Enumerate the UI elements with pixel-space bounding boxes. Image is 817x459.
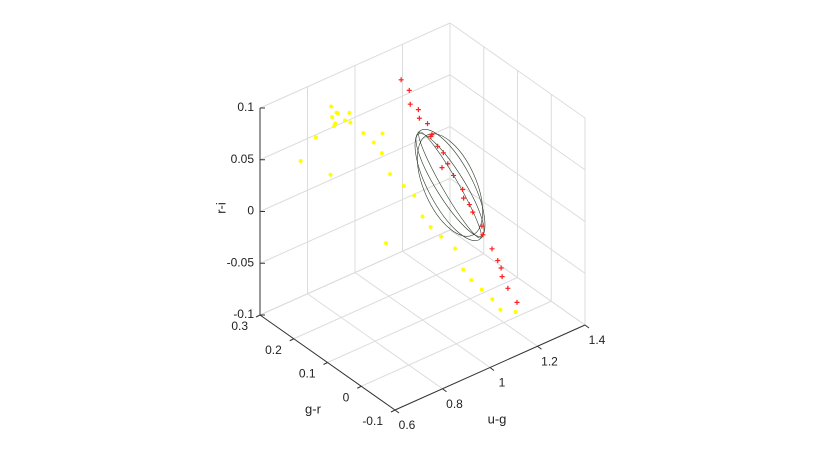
point [415, 107, 421, 113]
point [407, 101, 413, 107]
y-tick-label: 0.1 [299, 367, 316, 381]
x-tick [489, 367, 495, 371]
point [479, 287, 484, 292]
point [313, 135, 318, 140]
grid-line [293, 253, 484, 340]
grid-line [259, 22, 451, 109]
point [439, 234, 444, 239]
point [425, 121, 430, 127]
grid-line [361, 300, 552, 387]
point [495, 257, 501, 263]
z-tick-label: -0.05 [227, 255, 255, 269]
x-tick [442, 388, 447, 393]
point [498, 265, 504, 271]
point [347, 110, 352, 115]
x-tick-label: 1.4 [589, 333, 606, 347]
z-tick-label: 0 [247, 204, 254, 218]
point [398, 77, 404, 83]
point [439, 165, 445, 171]
point [469, 278, 474, 283]
point [490, 297, 495, 302]
z-tick-label: -0.1 [233, 307, 254, 321]
point [298, 159, 303, 163]
point [513, 310, 518, 315]
grid-line [259, 229, 451, 316]
grid-line [449, 22, 586, 119]
z-tick-label: 0.1 [237, 100, 254, 114]
grid [259, 22, 586, 411]
y-tick-label: 0.3 [231, 319, 248, 333]
grid-line [449, 126, 586, 222]
x-tick [394, 409, 400, 414]
point [361, 131, 366, 136]
point [460, 186, 466, 192]
y-tick-label: 0 [343, 390, 350, 404]
point [514, 299, 520, 305]
z-tick-label: 0.05 [231, 152, 255, 166]
point [371, 140, 376, 145]
x-tick-label: 1 [499, 376, 506, 390]
point [412, 193, 417, 198]
point [440, 150, 446, 156]
point [328, 172, 333, 177]
grid-line [327, 277, 518, 363]
point [466, 202, 472, 208]
point [348, 120, 353, 125]
grid-line [449, 74, 586, 171]
point [479, 223, 485, 229]
point [451, 172, 456, 178]
y-tick-label: 0.2 [265, 343, 282, 357]
y-tick [289, 338, 294, 342]
grid-line [259, 177, 451, 264]
x-tick-label: 1.2 [541, 354, 558, 368]
y-tick-label: -0.1 [362, 414, 383, 428]
x-tick [584, 324, 590, 329]
point [329, 104, 334, 109]
x-tick-label: 0.8 [446, 397, 463, 411]
point [406, 87, 412, 93]
point [505, 285, 511, 291]
point [416, 115, 422, 121]
point [489, 246, 495, 252]
point [380, 131, 385, 136]
point [453, 246, 457, 251]
point [335, 111, 340, 116]
point [498, 307, 503, 312]
grid-line [449, 177, 586, 274]
y-tick [390, 409, 396, 413]
point [333, 121, 338, 126]
grid-line [259, 74, 451, 161]
y-tick [357, 385, 362, 389]
z-axis-label: r-i [213, 202, 228, 214]
point [379, 151, 384, 156]
point [470, 209, 476, 215]
x-tick-label: 0.6 [399, 418, 416, 432]
point [480, 232, 486, 238]
point [461, 267, 466, 272]
model-wireframe [414, 128, 486, 242]
x-axis-label: u-g [488, 411, 507, 426]
point [343, 118, 347, 123]
y-axis-label: g-r [305, 401, 322, 416]
point [499, 274, 505, 280]
point [401, 184, 406, 189]
point [435, 143, 441, 149]
grid-line [449, 229, 586, 326]
point [461, 195, 467, 201]
point [388, 172, 392, 177]
y-tick [255, 314, 261, 318]
x-tick [537, 345, 542, 350]
point [445, 161, 451, 167]
point [330, 115, 335, 120]
point [420, 214, 425, 219]
y-tick [323, 362, 328, 365]
point [384, 241, 388, 246]
grid-line [259, 126, 451, 212]
point [428, 225, 433, 230]
point [428, 133, 434, 139]
